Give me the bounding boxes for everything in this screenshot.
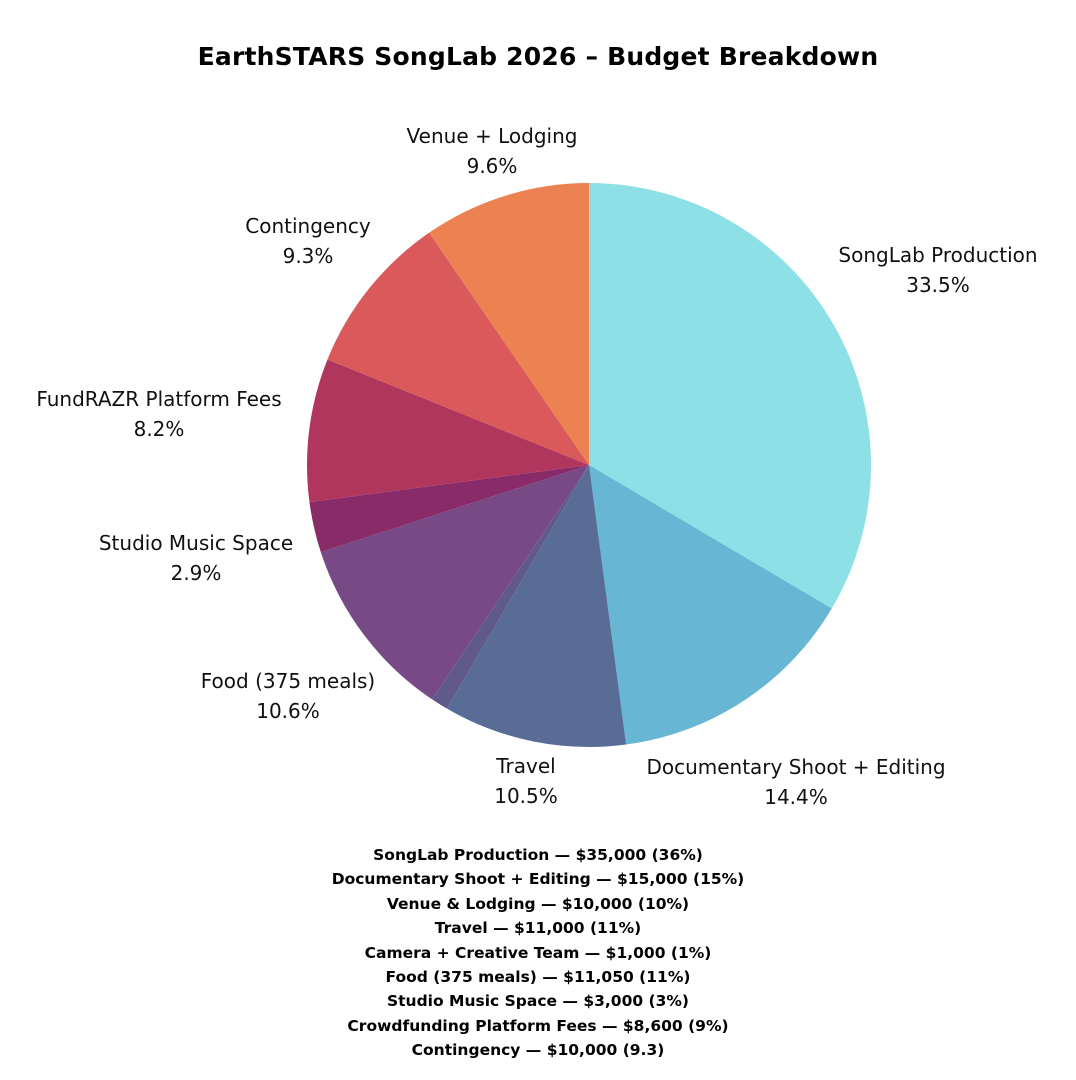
pie-slices — [306, 183, 872, 748]
pie-slice-unlabeled — [431, 465, 589, 709]
pie-slice-studio-music-space — [309, 465, 589, 553]
slice-name-label: Documentary Shoot + Editing — [646, 755, 945, 779]
slice-name-label: Food (375 meals) — [201, 669, 375, 693]
slice-name-label: Venue + Lodging — [407, 124, 578, 148]
budget-note-line: Crowdfunding Platform Fees — $8,600 (9%) — [347, 1016, 729, 1035]
budget-note-line: SongLab Production — $35,000 (36%) — [373, 846, 703, 864]
pie-labels: SongLab Production 33.5% Documentary Shoot… — [36, 124, 1037, 809]
slice-percent-label: 9.6% — [467, 154, 518, 178]
budget-note-line: Studio Music Space — $3,000 (3%) — [386, 992, 690, 1011]
pie-slice-travel — [446, 465, 627, 748]
budget-note-line: Travel — $11,000 (11%) — [434, 919, 642, 938]
slice-name-label: FundRAZR Platform Fees — [36, 387, 281, 411]
pie-chart: SongLab Production 33.5% Documentary Shoot… — [36, 124, 1037, 809]
pie-slice-contingency — [327, 232, 589, 465]
pie-slice-food-375-meals — [320, 465, 589, 700]
pie-slice-documentary-shoot-editing — [589, 465, 832, 745]
slice-name-label: Studio Music Space — [99, 531, 293, 555]
slice-name-label: Travel — [495, 754, 555, 778]
slice-name-label: Contingency — [245, 214, 371, 238]
budget-notes: SongLab Production — $35,000 (36%) Docume… — [0, 843, 1076, 1063]
pie-slice-fundrazr-platform-fees — [306, 359, 589, 503]
pie-slice-venue-lodging — [429, 183, 589, 465]
slice-percent-label: 10.5% — [494, 784, 558, 808]
budget-note-line: Venue & Lodging — $10,000 (10%) — [386, 894, 690, 913]
budget-note-line: Contingency — $10,000 (9.3) — [411, 1041, 665, 1060]
slice-name-label: SongLab Production — [838, 243, 1037, 267]
budget-note-line: Documentary Shoot + Editing — $15,000 (1… — [331, 870, 745, 889]
chart-title: EarthSTARS SongLab 2026 – Budget Breakdo… — [197, 42, 879, 71]
slice-percent-label: 10.6% — [256, 699, 320, 723]
slice-percent-label: 14.4% — [764, 785, 828, 809]
budget-note-line: Camera + Creative Team — $1,000 (1%) — [364, 943, 712, 962]
slice-percent-label: 2.9% — [171, 561, 222, 585]
budget-note-line: Food (375 meals) — $11,050 (11%) — [385, 968, 691, 987]
slice-percent-label: 33.5% — [906, 273, 970, 297]
pie-slice-songlab-production — [589, 183, 872, 609]
slice-percent-label: 9.3% — [283, 244, 334, 268]
slice-percent-label: 8.2% — [134, 417, 185, 441]
